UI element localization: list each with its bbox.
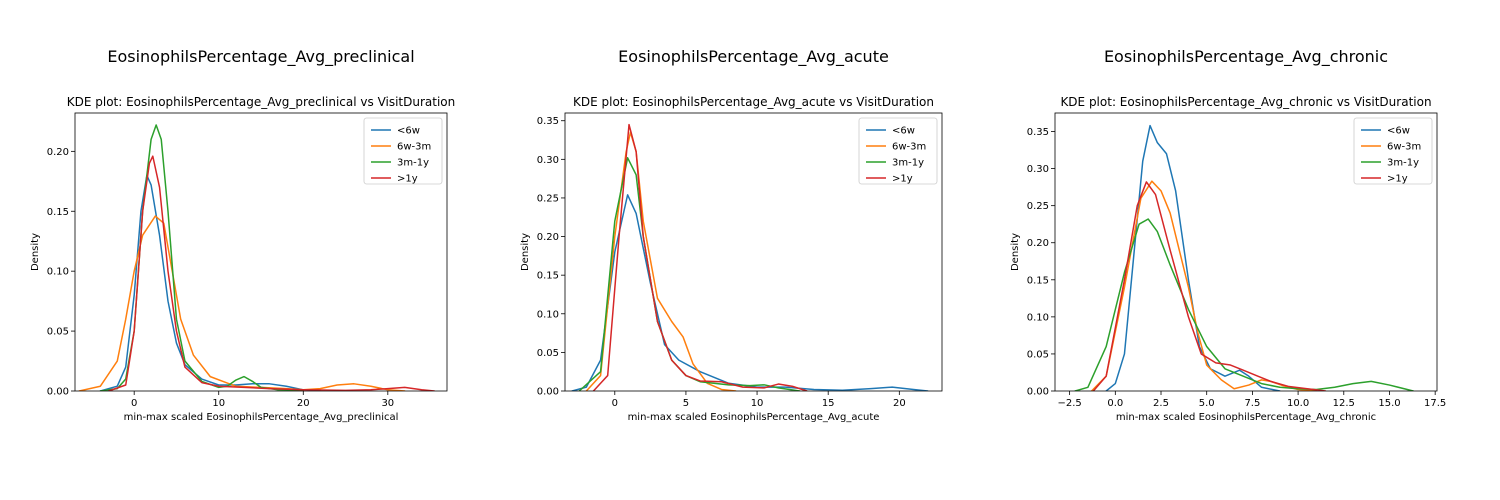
legend-label: >1y (397, 174, 418, 185)
axes-frame (564, 112, 943, 392)
x-axis-label: min-max scaled EosinophilsPercentage_Avg… (628, 412, 880, 423)
y-tick-label: 0.00 (47, 387, 69, 398)
legend-box (363, 117, 443, 185)
y-tick-label: 0.15 (1027, 275, 1049, 286)
y-tick-label: 0.00 (537, 387, 559, 398)
kde-line-4 (108, 155, 436, 391)
kde-line-1 (99, 174, 321, 391)
x-tick-label: 17.5 (1424, 398, 1446, 409)
legend-label: >1y (892, 174, 913, 185)
y-tick-label: 0.00 (1027, 387, 1049, 398)
legend-label: 6w-3m (397, 142, 431, 153)
chart-panel-3: EosinophilsPercentage_Avg_chronic KDE plo… (1010, 47, 1446, 423)
x-tick-label: −2.5 (1057, 398, 1081, 409)
y-axis-label: Density (520, 233, 531, 271)
x-tick-label: 5 (683, 398, 689, 409)
y-axis-label: Density (30, 233, 41, 271)
legend-label: <6w (892, 126, 915, 137)
y-tick-label: 0.30 (1027, 164, 1049, 175)
legend-label: 3m-1y (1387, 158, 1419, 169)
x-tick-label: 2.5 (1153, 398, 1169, 409)
x-tick-label: 0.0 (1107, 398, 1123, 409)
legend: <6w 6w-3m 3m-1y >1y (1353, 117, 1433, 185)
legend-label: 6w-3m (892, 142, 926, 153)
y-tick-label: 0.15 (537, 271, 559, 282)
y-tick-label: 0.25 (1027, 201, 1049, 212)
y-axis-label: Density (1010, 233, 1021, 271)
y-tick-label: 0.05 (47, 327, 69, 338)
legend-label: 3m-1y (397, 158, 429, 169)
y-tick-label: 0.10 (1027, 312, 1049, 323)
y-tick-label: 0.10 (47, 267, 69, 278)
kde-line-4 (592, 123, 808, 391)
x-tick-label: 20 (297, 398, 310, 409)
x-tick-label: 30 (381, 398, 394, 409)
y-tick-label: 0.35 (537, 116, 559, 127)
x-axis-label: min-max scaled EosinophilsPercentage_Avg… (124, 412, 399, 423)
legend-label: 6w-3m (1387, 142, 1421, 153)
kde-line-2 (1090, 180, 1318, 391)
legend-box (1353, 117, 1433, 185)
x-tick-label: 5.0 (1199, 398, 1215, 409)
x-tick-label: 15 (822, 398, 835, 409)
y-tick-label: 0.25 (537, 193, 559, 204)
x-tick-label: 10 (212, 398, 225, 409)
y-tick-label: 0.05 (1027, 349, 1049, 360)
axes-frame (1054, 112, 1438, 392)
y-tick-label: 0.20 (47, 147, 69, 158)
y-tick-label: 0.35 (1027, 127, 1049, 138)
kde-line-2 (585, 131, 737, 391)
x-axis-label: min-max scaled EosinophilsPercentage_Avg… (1116, 412, 1376, 423)
kde-line-1 (1105, 124, 1281, 391)
x-tick-label: 7.5 (1244, 398, 1260, 409)
kde-line-2 (78, 215, 406, 391)
x-tick-label: 10 (751, 398, 764, 409)
y-tick-label: 0.30 (537, 155, 559, 166)
y-tick-label: 0.20 (537, 232, 559, 243)
chart-subtitle: KDE plot: EosinophilsPercentage_Avg_chro… (1060, 95, 1431, 109)
legend: <6w 6w-3m 3m-1y >1y (363, 117, 443, 185)
chart-subtitle: KDE plot: EosinophilsPercentage_Avg_prec… (67, 95, 456, 109)
legend-label: >1y (1387, 174, 1408, 185)
legend-label: 3m-1y (892, 158, 924, 169)
y-tick-label: 0.15 (47, 207, 69, 218)
x-tick-label: 12.5 (1333, 398, 1355, 409)
x-tick-label: 0 (612, 398, 618, 409)
chart-title: EosinophilsPercentage_Avg_chronic (1104, 47, 1388, 67)
legend: <6w 6w-3m 3m-1y >1y (858, 117, 938, 185)
y-tick-label: 0.05 (537, 348, 559, 359)
y-tick-label: 0.10 (537, 309, 559, 320)
kde-line-3 (1074, 218, 1414, 391)
legend-label: <6w (397, 126, 420, 137)
chart-subtitle: KDE plot: EosinophilsPercentage_Avg_acut… (573, 95, 934, 109)
kde-line-4 (1092, 181, 1327, 391)
y-tick-label: 0.20 (1027, 238, 1049, 249)
chart-panel-1: EosinophilsPercentage_Avg_preclinical KDE… (30, 47, 455, 423)
chart-title: EosinophilsPercentage_Avg_preclinical (107, 47, 414, 67)
kde-line-1 (571, 194, 929, 391)
chart-title: EosinophilsPercentage_Avg_acute (618, 47, 889, 67)
x-tick-label: 20 (893, 398, 906, 409)
x-tick-label: 0 (131, 398, 137, 409)
x-tick-label: 15.0 (1378, 398, 1400, 409)
legend-box (858, 117, 938, 185)
legend-label: <6w (1387, 126, 1410, 137)
chart-panel-2: EosinophilsPercentage_Avg_acute KDE plot:… (520, 47, 943, 423)
axes-frame (74, 112, 448, 392)
x-tick-label: 10.0 (1287, 398, 1309, 409)
